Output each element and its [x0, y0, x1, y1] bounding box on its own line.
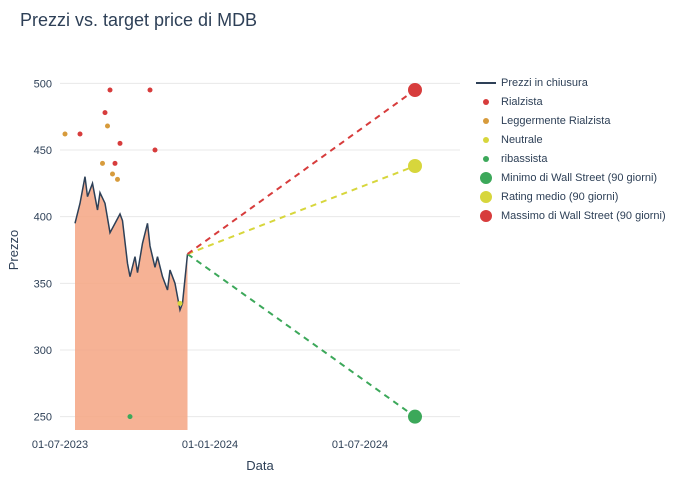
legend-label: Rating medio (90 giorni)	[501, 191, 618, 203]
legend-label: Prezzi in chiusura	[501, 77, 588, 89]
legend-item: Minimo di Wall Street (90 giorni)	[475, 170, 666, 186]
svg-text:500: 500	[34, 78, 52, 90]
chart-plot	[60, 70, 460, 430]
chart-title: Prezzi vs. target price di MDB	[20, 10, 257, 31]
legend-swatch	[475, 76, 497, 90]
svg-text:01-07-2023: 01-07-2023	[32, 439, 88, 451]
legend: Prezzi in chiusura Rialzista Leggermente R…	[475, 75, 666, 227]
legend-swatch	[475, 171, 497, 185]
svg-text:Data: Data	[246, 458, 274, 473]
legend-item: Massimo di Wall Street (90 giorni)	[475, 208, 666, 224]
legend-swatch	[475, 209, 497, 223]
legend-item: Prezzi in chiusura	[475, 75, 666, 91]
legend-label: Massimo di Wall Street (90 giorni)	[501, 210, 666, 222]
chart-container: Prezzi vs. target price di MDB 250 300 350…	[0, 0, 700, 500]
svg-text:01-01-2024: 01-01-2024	[182, 439, 238, 451]
legend-item: Rating medio (90 giorni)	[475, 189, 666, 205]
legend-label: Rialzista	[501, 96, 543, 108]
svg-text:Prezzo: Prezzo	[6, 230, 21, 270]
legend-item: ribassista	[475, 151, 666, 167]
svg-text:450: 450	[34, 145, 52, 157]
svg-text:250: 250	[34, 412, 52, 424]
svg-text:300: 300	[34, 345, 52, 357]
svg-text:400: 400	[34, 212, 52, 224]
chart-svg	[60, 70, 460, 430]
legend-item: Leggermente Rialzista	[475, 113, 666, 129]
legend-item: Neutrale	[475, 132, 666, 148]
legend-swatch	[475, 152, 497, 166]
legend-swatch	[475, 114, 497, 128]
legend-swatch	[475, 95, 497, 109]
legend-label: Leggermente Rialzista	[501, 115, 610, 127]
legend-label: Minimo di Wall Street (90 giorni)	[501, 172, 657, 184]
svg-text:350: 350	[34, 278, 52, 290]
legend-swatch	[475, 190, 497, 204]
svg-text:01-07-2024: 01-07-2024	[332, 439, 388, 451]
legend-item: Rialzista	[475, 94, 666, 110]
legend-label: Neutrale	[501, 134, 543, 146]
legend-swatch	[475, 133, 497, 147]
legend-label: ribassista	[501, 153, 547, 165]
